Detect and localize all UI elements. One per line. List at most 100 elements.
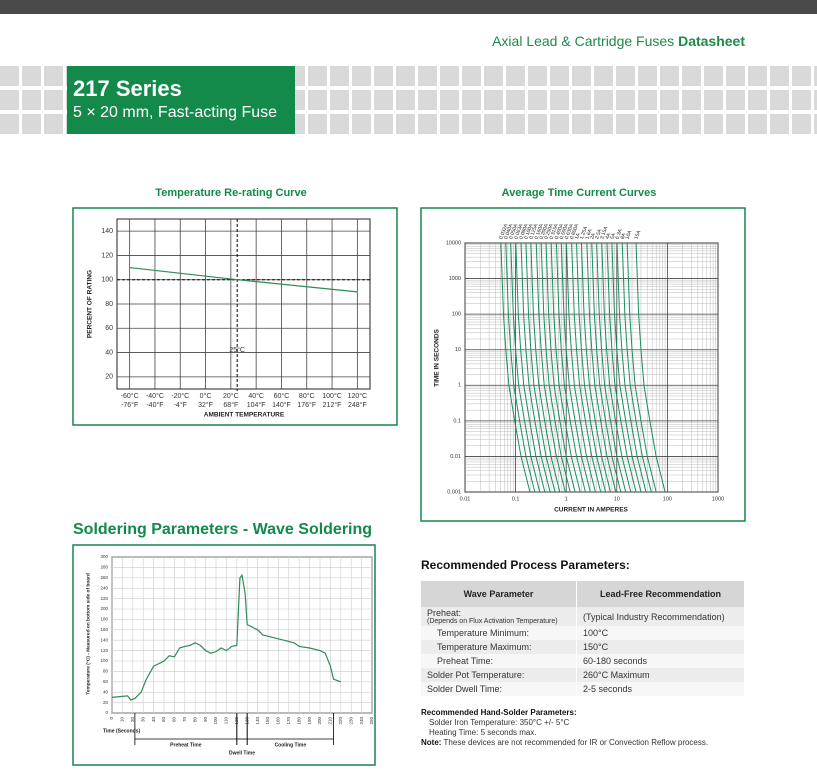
x-tick-label: 0.1 bbox=[512, 496, 520, 502]
y-tick-label: 20 bbox=[105, 374, 113, 381]
y-tick-label: 0 bbox=[105, 710, 108, 715]
x-tick-label: 100°C bbox=[322, 392, 342, 400]
table-cell: 260°C Maximum bbox=[576, 668, 745, 682]
x-tick-label: 10 bbox=[120, 717, 125, 723]
tcc-curve bbox=[606, 242, 637, 493]
table-row: Temperature Maximum: 150°C bbox=[421, 640, 745, 654]
y-tick-label: 120 bbox=[100, 648, 108, 653]
x-tick-label: 140 bbox=[255, 717, 260, 725]
tcc-curve bbox=[580, 242, 611, 493]
x-tick-label: 20 bbox=[130, 717, 135, 723]
tcc-curve bbox=[626, 242, 657, 493]
tcc-curve bbox=[621, 242, 652, 493]
series-title: 217 Series bbox=[73, 76, 182, 101]
y-tick-label: 0.01 bbox=[450, 454, 461, 460]
curve-label: 4A bbox=[604, 232, 612, 240]
curve-label: 0.630A bbox=[564, 223, 575, 241]
table-cell: 60-180 seconds bbox=[576, 654, 745, 668]
x-tick-label: 110 bbox=[224, 717, 229, 725]
chart-title: Average Time Current Curves bbox=[502, 187, 657, 199]
y-tick-label: 80 bbox=[105, 301, 113, 308]
tcc-curve bbox=[586, 242, 617, 493]
hand-solder: Recommended Hand-Solder Parameters: Sold… bbox=[421, 708, 708, 748]
y-tick-label: 160 bbox=[100, 627, 108, 632]
x-tick-label: 180 bbox=[296, 717, 301, 725]
tcc-curve bbox=[500, 242, 531, 493]
x-axis-label: CURRENT IN AMPERES bbox=[554, 507, 628, 514]
x-tick-label: 1 bbox=[565, 496, 568, 502]
x-tick-label: 200 bbox=[317, 717, 322, 725]
top-bar bbox=[0, 0, 817, 14]
note-label: Note: bbox=[421, 738, 442, 747]
curve-label: 0.160A bbox=[534, 223, 545, 241]
curve-label: 0.200A bbox=[539, 223, 550, 241]
x-tick-label: 0 bbox=[109, 717, 114, 720]
x-axis-label: Time (Seconds) bbox=[103, 728, 140, 734]
curve-label: 0.250A bbox=[544, 223, 555, 241]
x-tick-label: 60°C bbox=[274, 392, 290, 400]
x-tick-label-f: -40°F bbox=[146, 401, 163, 409]
curve-label: 2.5A bbox=[594, 228, 603, 240]
hand-line: Heating Time: 5 seconds max. bbox=[429, 728, 537, 737]
y-axis-label: PERCENT OF RATING bbox=[87, 270, 94, 338]
table-row: Solder Dwell Time: 2-5 seconds bbox=[421, 682, 745, 696]
tcc-curve bbox=[515, 242, 546, 493]
doc-type: Datasheet bbox=[678, 33, 745, 49]
tcc-curve bbox=[571, 242, 602, 493]
tcc-curve bbox=[520, 242, 551, 493]
x-tick-label-f: 32°F bbox=[198, 401, 213, 409]
column-header: Wave Parameter bbox=[421, 581, 578, 607]
x-tick-label: 60 bbox=[172, 717, 177, 723]
x-tick-label: 100 bbox=[663, 496, 672, 502]
curve-label: 0.500A bbox=[559, 223, 570, 241]
header-row: Wave Parameter Lead-Free Recommendation bbox=[421, 581, 745, 607]
x-tick-label: 10 bbox=[614, 496, 620, 502]
y-axis-label: TIME IN SECONDS bbox=[434, 328, 441, 386]
x-tick-label: 0°C bbox=[200, 392, 212, 400]
y-tick-label: 140 bbox=[100, 637, 108, 642]
y-tick-label: 240 bbox=[100, 585, 108, 590]
tcc-curve bbox=[576, 242, 607, 493]
tcc-curve bbox=[596, 242, 627, 493]
chart-frame bbox=[420, 207, 746, 522]
x-tick-label-f: -76°F bbox=[121, 401, 138, 409]
hand-line: Solder Iron Temperature: 350°C +/- 5°C bbox=[429, 718, 570, 727]
x-tick-label-f: 68°F bbox=[223, 401, 238, 409]
y-tick-label: 140 bbox=[101, 228, 113, 235]
tcc-curve bbox=[540, 242, 571, 493]
x-tick-label-f: -4°F bbox=[174, 401, 187, 409]
x-tick-label: -40°C bbox=[146, 392, 164, 400]
tcc-curve bbox=[555, 242, 586, 493]
x-tick-label: -20°C bbox=[171, 392, 189, 400]
y-tick-label: 120 bbox=[101, 252, 113, 259]
y-tick-label: 200 bbox=[100, 606, 108, 611]
x-tick-label: 240 bbox=[359, 717, 364, 725]
span-label: Preheat Time bbox=[170, 742, 202, 748]
x-tick-label: 170 bbox=[286, 717, 291, 725]
table-row: Temperature Minimum: 100°C bbox=[421, 626, 745, 640]
tcc-curve bbox=[591, 242, 622, 493]
curve-label: 0.040A bbox=[503, 223, 514, 241]
tcc-curve bbox=[550, 242, 581, 493]
curve-label: 3.15A bbox=[599, 225, 609, 240]
x-tick-label-f: 248°F bbox=[348, 401, 367, 409]
curve-label: 0.800A bbox=[569, 223, 580, 241]
curve-label: 15A bbox=[634, 229, 643, 240]
x-tick-label-f: 212°F bbox=[323, 401, 342, 409]
table-row: Solder Pot Temperature: 260°C Maximum bbox=[421, 668, 745, 682]
curve-label: 0.400A bbox=[554, 223, 565, 241]
param: Solder Dwell Time: bbox=[427, 684, 503, 694]
y-tick-label: 0.1 bbox=[453, 418, 461, 424]
tcc-curve bbox=[505, 242, 536, 493]
y-tick-label: 60 bbox=[103, 679, 109, 684]
table-cell: Preheat: (Depends on Flux Activation Temp… bbox=[421, 607, 578, 626]
table-cell: Solder Pot Temperature: bbox=[421, 668, 578, 682]
table-cell: 150°C bbox=[576, 640, 745, 654]
y-tick-label: 100 bbox=[100, 658, 108, 663]
curve-label: 1.6A bbox=[584, 228, 593, 240]
x-tick-label: 50 bbox=[161, 717, 166, 723]
curve-label: 0.080A bbox=[519, 223, 530, 241]
x-axis-label: AMBIENT TEMPERATURE bbox=[204, 412, 285, 419]
tcc-curve bbox=[545, 242, 576, 493]
curve-label: 0.063A bbox=[513, 223, 524, 241]
